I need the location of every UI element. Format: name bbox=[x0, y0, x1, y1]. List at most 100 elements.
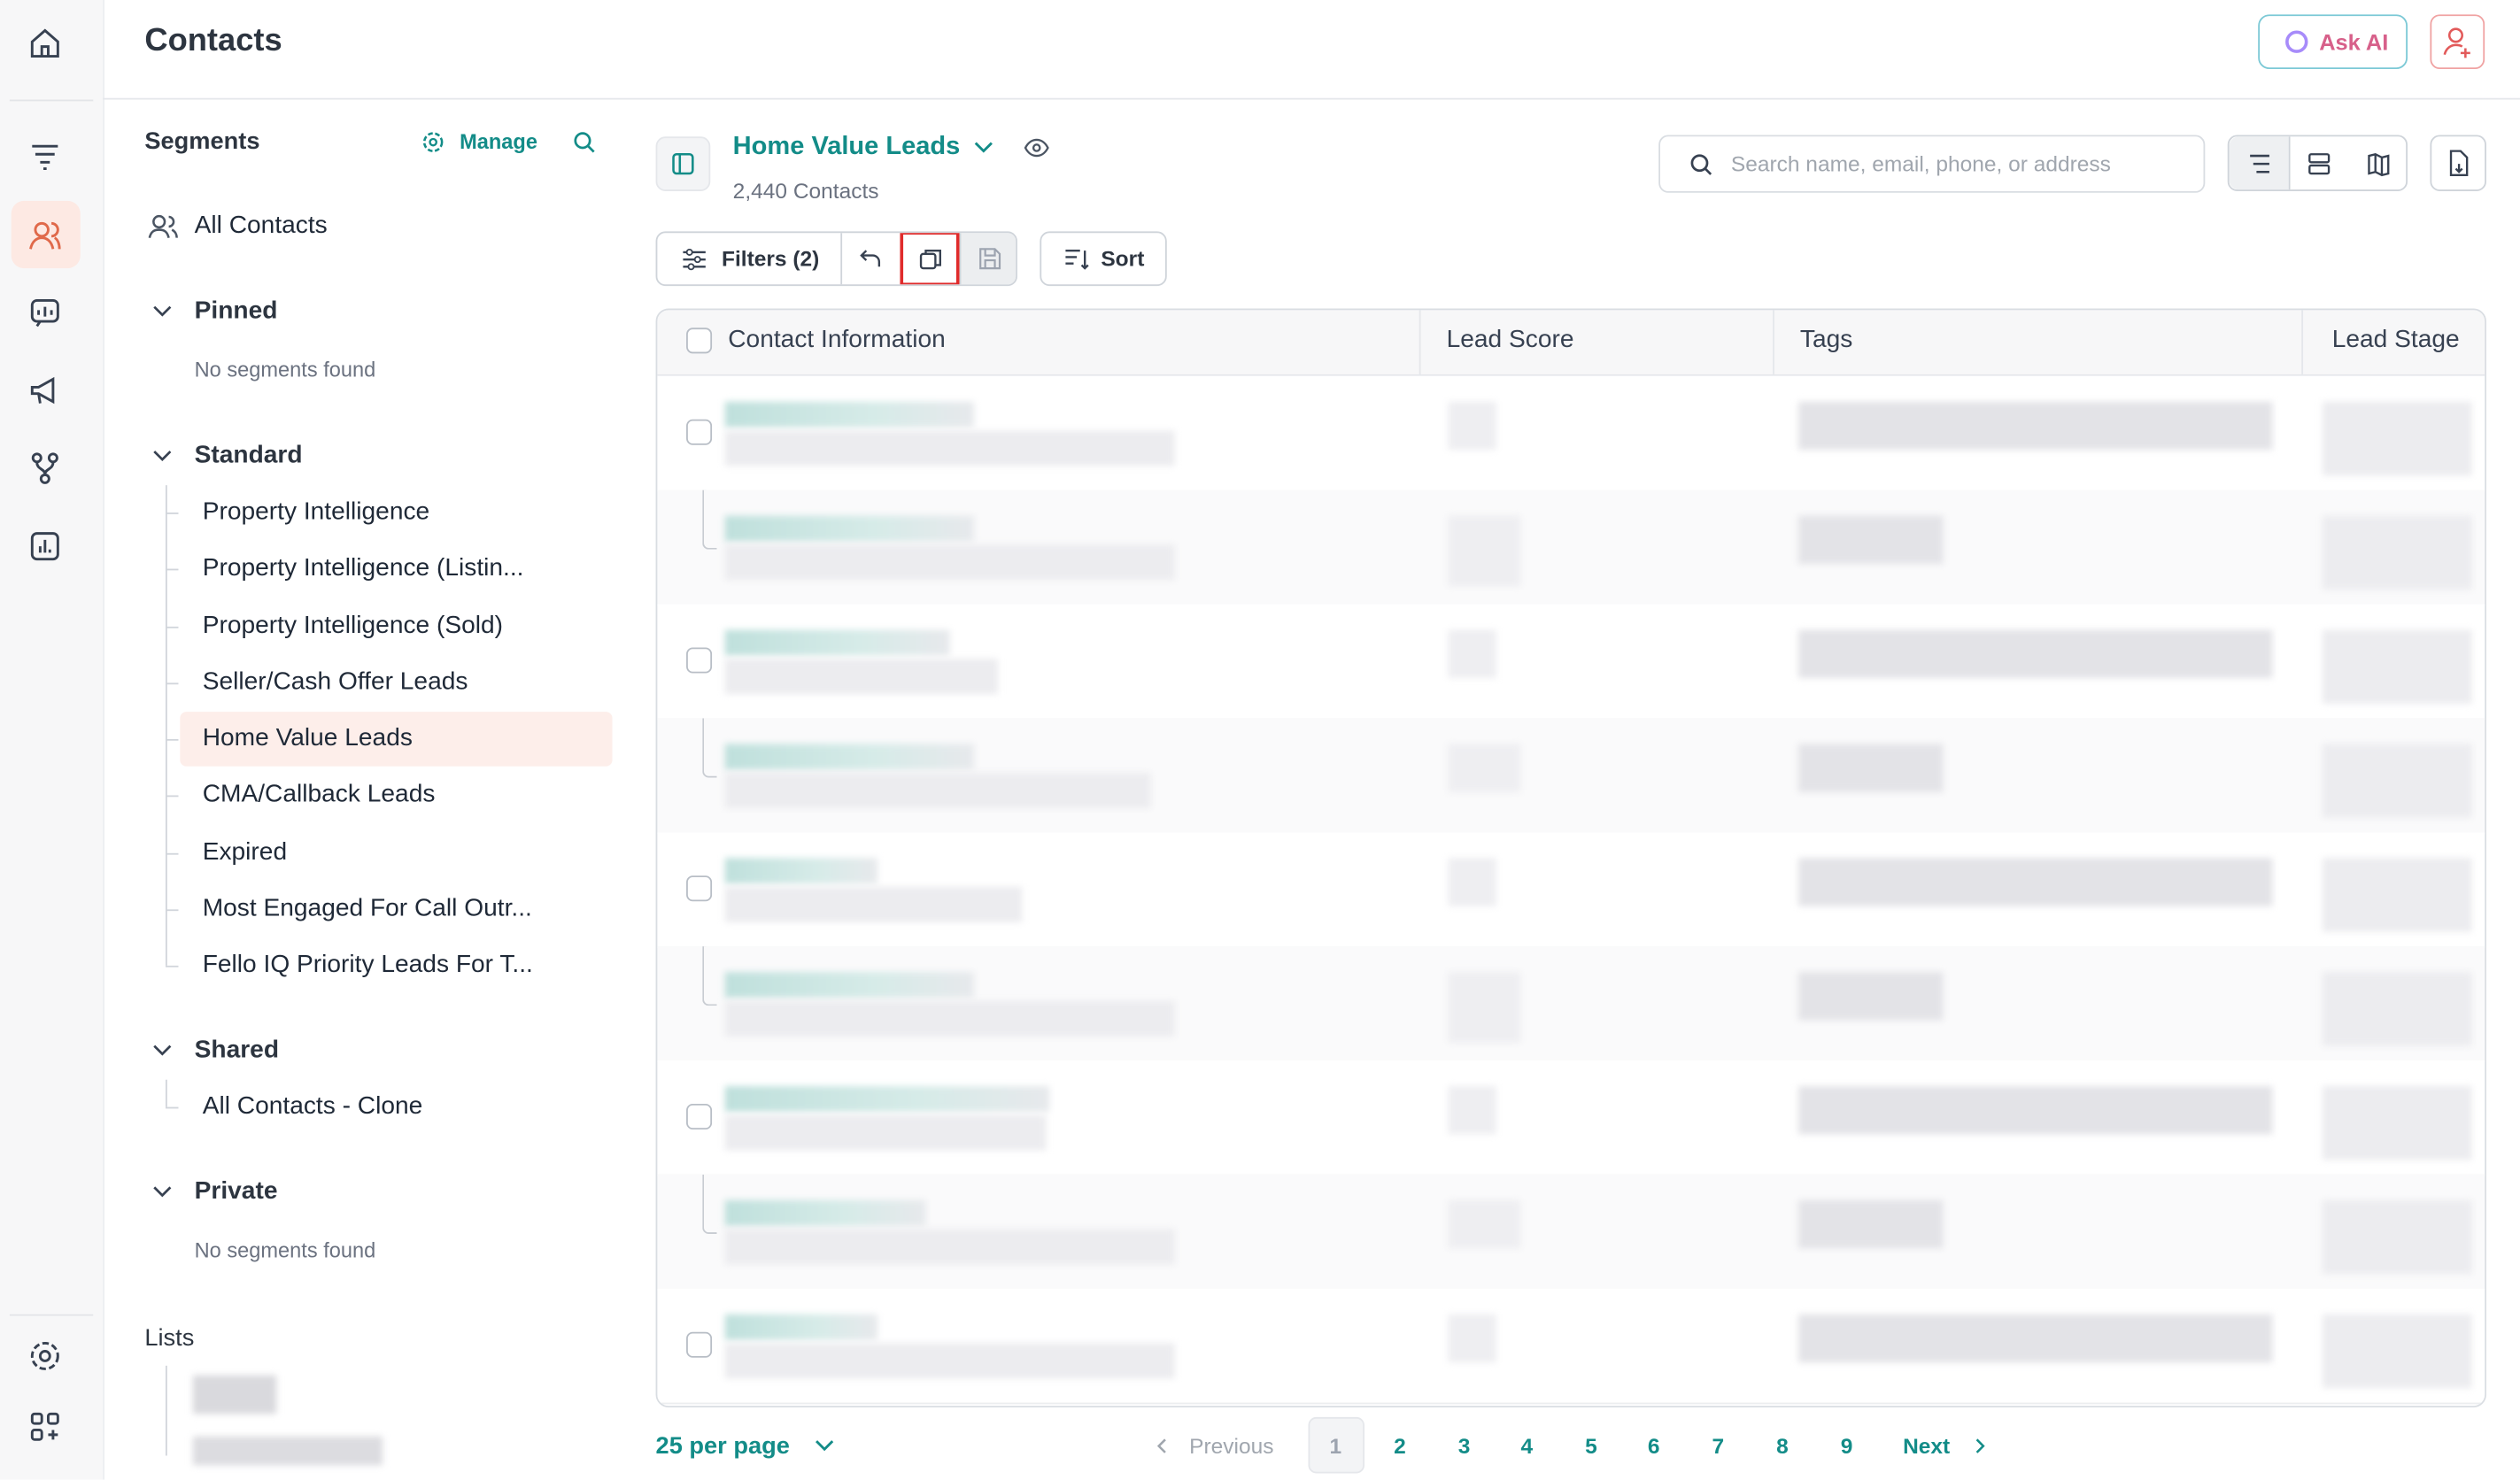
page-link[interactable]: 8 bbox=[1776, 1433, 1789, 1459]
nav-icon[interactable] bbox=[27, 294, 63, 329]
blurred-tags bbox=[1798, 1314, 2273, 1363]
sort-icon bbox=[1065, 249, 1089, 270]
table-header bbox=[657, 310, 2485, 376]
tree-branch bbox=[165, 738, 179, 741]
nav-icon[interactable] bbox=[27, 1409, 63, 1445]
blurred-list bbox=[192, 1436, 383, 1466]
contacts-table bbox=[655, 308, 2486, 1408]
blurred-name bbox=[724, 515, 974, 542]
blurred-stage bbox=[2322, 1314, 2472, 1389]
nav-icon[interactable] bbox=[27, 24, 63, 59]
group-name[interactable]: Private bbox=[194, 1177, 278, 1206]
per-page-chevron bbox=[813, 1437, 835, 1456]
blurred-score bbox=[1448, 1314, 1496, 1363]
per-page-select[interactable]: 25 per page bbox=[655, 1432, 790, 1461]
export-button[interactable] bbox=[2430, 135, 2486, 191]
tree-branch bbox=[165, 568, 179, 571]
blurred-tags bbox=[1798, 629, 2273, 678]
column-header: Tags bbox=[1799, 326, 1853, 354]
blurred-name bbox=[724, 744, 974, 770]
page-link[interactable]: 3 bbox=[1457, 1433, 1471, 1459]
undo-button[interactable] bbox=[860, 248, 882, 270]
group-name[interactable]: Pinned bbox=[194, 297, 278, 325]
column-header: Lead Stage bbox=[2331, 326, 2460, 354]
ai-icon bbox=[2285, 30, 2308, 53]
row-checkbox[interactable] bbox=[686, 875, 713, 902]
row-checkbox[interactable] bbox=[686, 1103, 713, 1130]
nav-divider bbox=[9, 99, 94, 102]
page-link[interactable]: 2 bbox=[1394, 1433, 1406, 1459]
all-contacts-item[interactable]: All Contacts bbox=[194, 212, 328, 240]
sort-label: Sort bbox=[1101, 246, 1145, 271]
save-button[interactable] bbox=[959, 233, 1017, 285]
segment-item[interactable]: Home Value Leads bbox=[202, 724, 413, 752]
sort-button[interactable]: Sort bbox=[1040, 231, 1167, 287]
nav-icon[interactable] bbox=[27, 138, 63, 173]
empty-note: No segments found bbox=[194, 1237, 376, 1262]
segment-item[interactable]: Most Engaged For Call Outr... bbox=[202, 894, 532, 922]
nav-icon[interactable] bbox=[27, 450, 63, 485]
previous-button[interactable]: Previous bbox=[1189, 1433, 1274, 1459]
blurred-stage bbox=[2322, 1199, 2472, 1275]
page-link[interactable]: 6 bbox=[1647, 1433, 1660, 1459]
table-row bbox=[657, 1060, 2485, 1176]
add-contact-button[interactable] bbox=[2430, 14, 2485, 70]
segment-name[interactable]: Home Value Leads bbox=[732, 133, 961, 161]
group-chevron[interactable] bbox=[151, 1183, 174, 1202]
tree-branch bbox=[165, 908, 179, 911]
segment-item[interactable]: Expired bbox=[202, 837, 288, 866]
tree-line bbox=[165, 485, 167, 966]
manage-link[interactable]: Manage bbox=[460, 129, 537, 154]
blurred-list bbox=[192, 1375, 277, 1414]
segment-item[interactable]: Property Intelligence bbox=[202, 497, 430, 526]
filters-button[interactable]: Filters (2) bbox=[721, 246, 820, 271]
segment-item[interactable]: Seller/Cash Offer Leads bbox=[202, 667, 468, 696]
segment-item[interactable]: Property Intelligence (Sold) bbox=[202, 611, 504, 639]
tree-branch bbox=[165, 852, 179, 854]
group-chevron[interactable] bbox=[151, 1041, 174, 1060]
page-link[interactable]: 1 bbox=[1329, 1433, 1342, 1459]
row-connector bbox=[702, 1174, 717, 1234]
collapse-sidebar-button[interactable] bbox=[655, 136, 711, 191]
view-toggle bbox=[2227, 135, 2408, 191]
nav-icon[interactable] bbox=[27, 217, 63, 252]
visibility-icon[interactable] bbox=[1024, 136, 1049, 158]
search-box[interactable]: Search name, email, phone, or address bbox=[1658, 135, 2206, 193]
next-button[interactable]: Next bbox=[1903, 1433, 1951, 1459]
page-link[interactable]: 5 bbox=[1585, 1433, 1597, 1459]
segment-item[interactable]: CMA/Callback Leads bbox=[202, 781, 436, 809]
group-name[interactable]: Standard bbox=[194, 442, 303, 470]
blurred-stage bbox=[2322, 1086, 2472, 1160]
view-rows-icon[interactable] bbox=[2307, 151, 2332, 177]
group-name[interactable]: Shared bbox=[194, 1036, 280, 1064]
segment-item[interactable]: Property Intelligence (Listin... bbox=[202, 554, 524, 582]
nav-icon[interactable] bbox=[27, 1338, 63, 1374]
segment-item[interactable]: All Contacts - Clone bbox=[202, 1092, 423, 1121]
page-link[interactable]: 7 bbox=[1712, 1433, 1725, 1459]
group-chevron[interactable] bbox=[151, 302, 174, 321]
gear-icon bbox=[421, 130, 445, 154]
blurred-stage bbox=[2322, 401, 2472, 476]
segment-search-icon[interactable] bbox=[572, 130, 596, 154]
nav-icon[interactable] bbox=[27, 373, 63, 408]
segment-item[interactable]: Fello IQ Priority Leads For T... bbox=[202, 951, 533, 979]
ask-ai-button[interactable]: Ask AI bbox=[2258, 14, 2408, 70]
contact-count: 2,440 Contacts bbox=[732, 179, 879, 204]
nav-icon[interactable] bbox=[27, 528, 63, 564]
select-all-checkbox[interactable] bbox=[686, 328, 713, 354]
group-chevron[interactable] bbox=[151, 447, 174, 466]
row-checkbox[interactable] bbox=[686, 419, 713, 445]
column-header: Contact Information bbox=[728, 326, 946, 354]
row-checkbox[interactable] bbox=[686, 647, 713, 674]
page-link[interactable]: 9 bbox=[1840, 1433, 1853, 1459]
row-checkbox[interactable] bbox=[686, 1331, 713, 1358]
tree-branch bbox=[165, 625, 179, 628]
blurred-detail bbox=[724, 773, 1151, 808]
add-contact-icon bbox=[2443, 27, 2470, 58]
save-icon bbox=[979, 248, 1001, 270]
segment-dropdown-icon[interactable] bbox=[972, 138, 994, 158]
clone-button[interactable] bbox=[900, 233, 960, 285]
view-map-icon[interactable] bbox=[2366, 151, 2392, 177]
current-page-bg bbox=[1308, 1416, 1365, 1474]
page-link[interactable]: 4 bbox=[1520, 1433, 1534, 1459]
